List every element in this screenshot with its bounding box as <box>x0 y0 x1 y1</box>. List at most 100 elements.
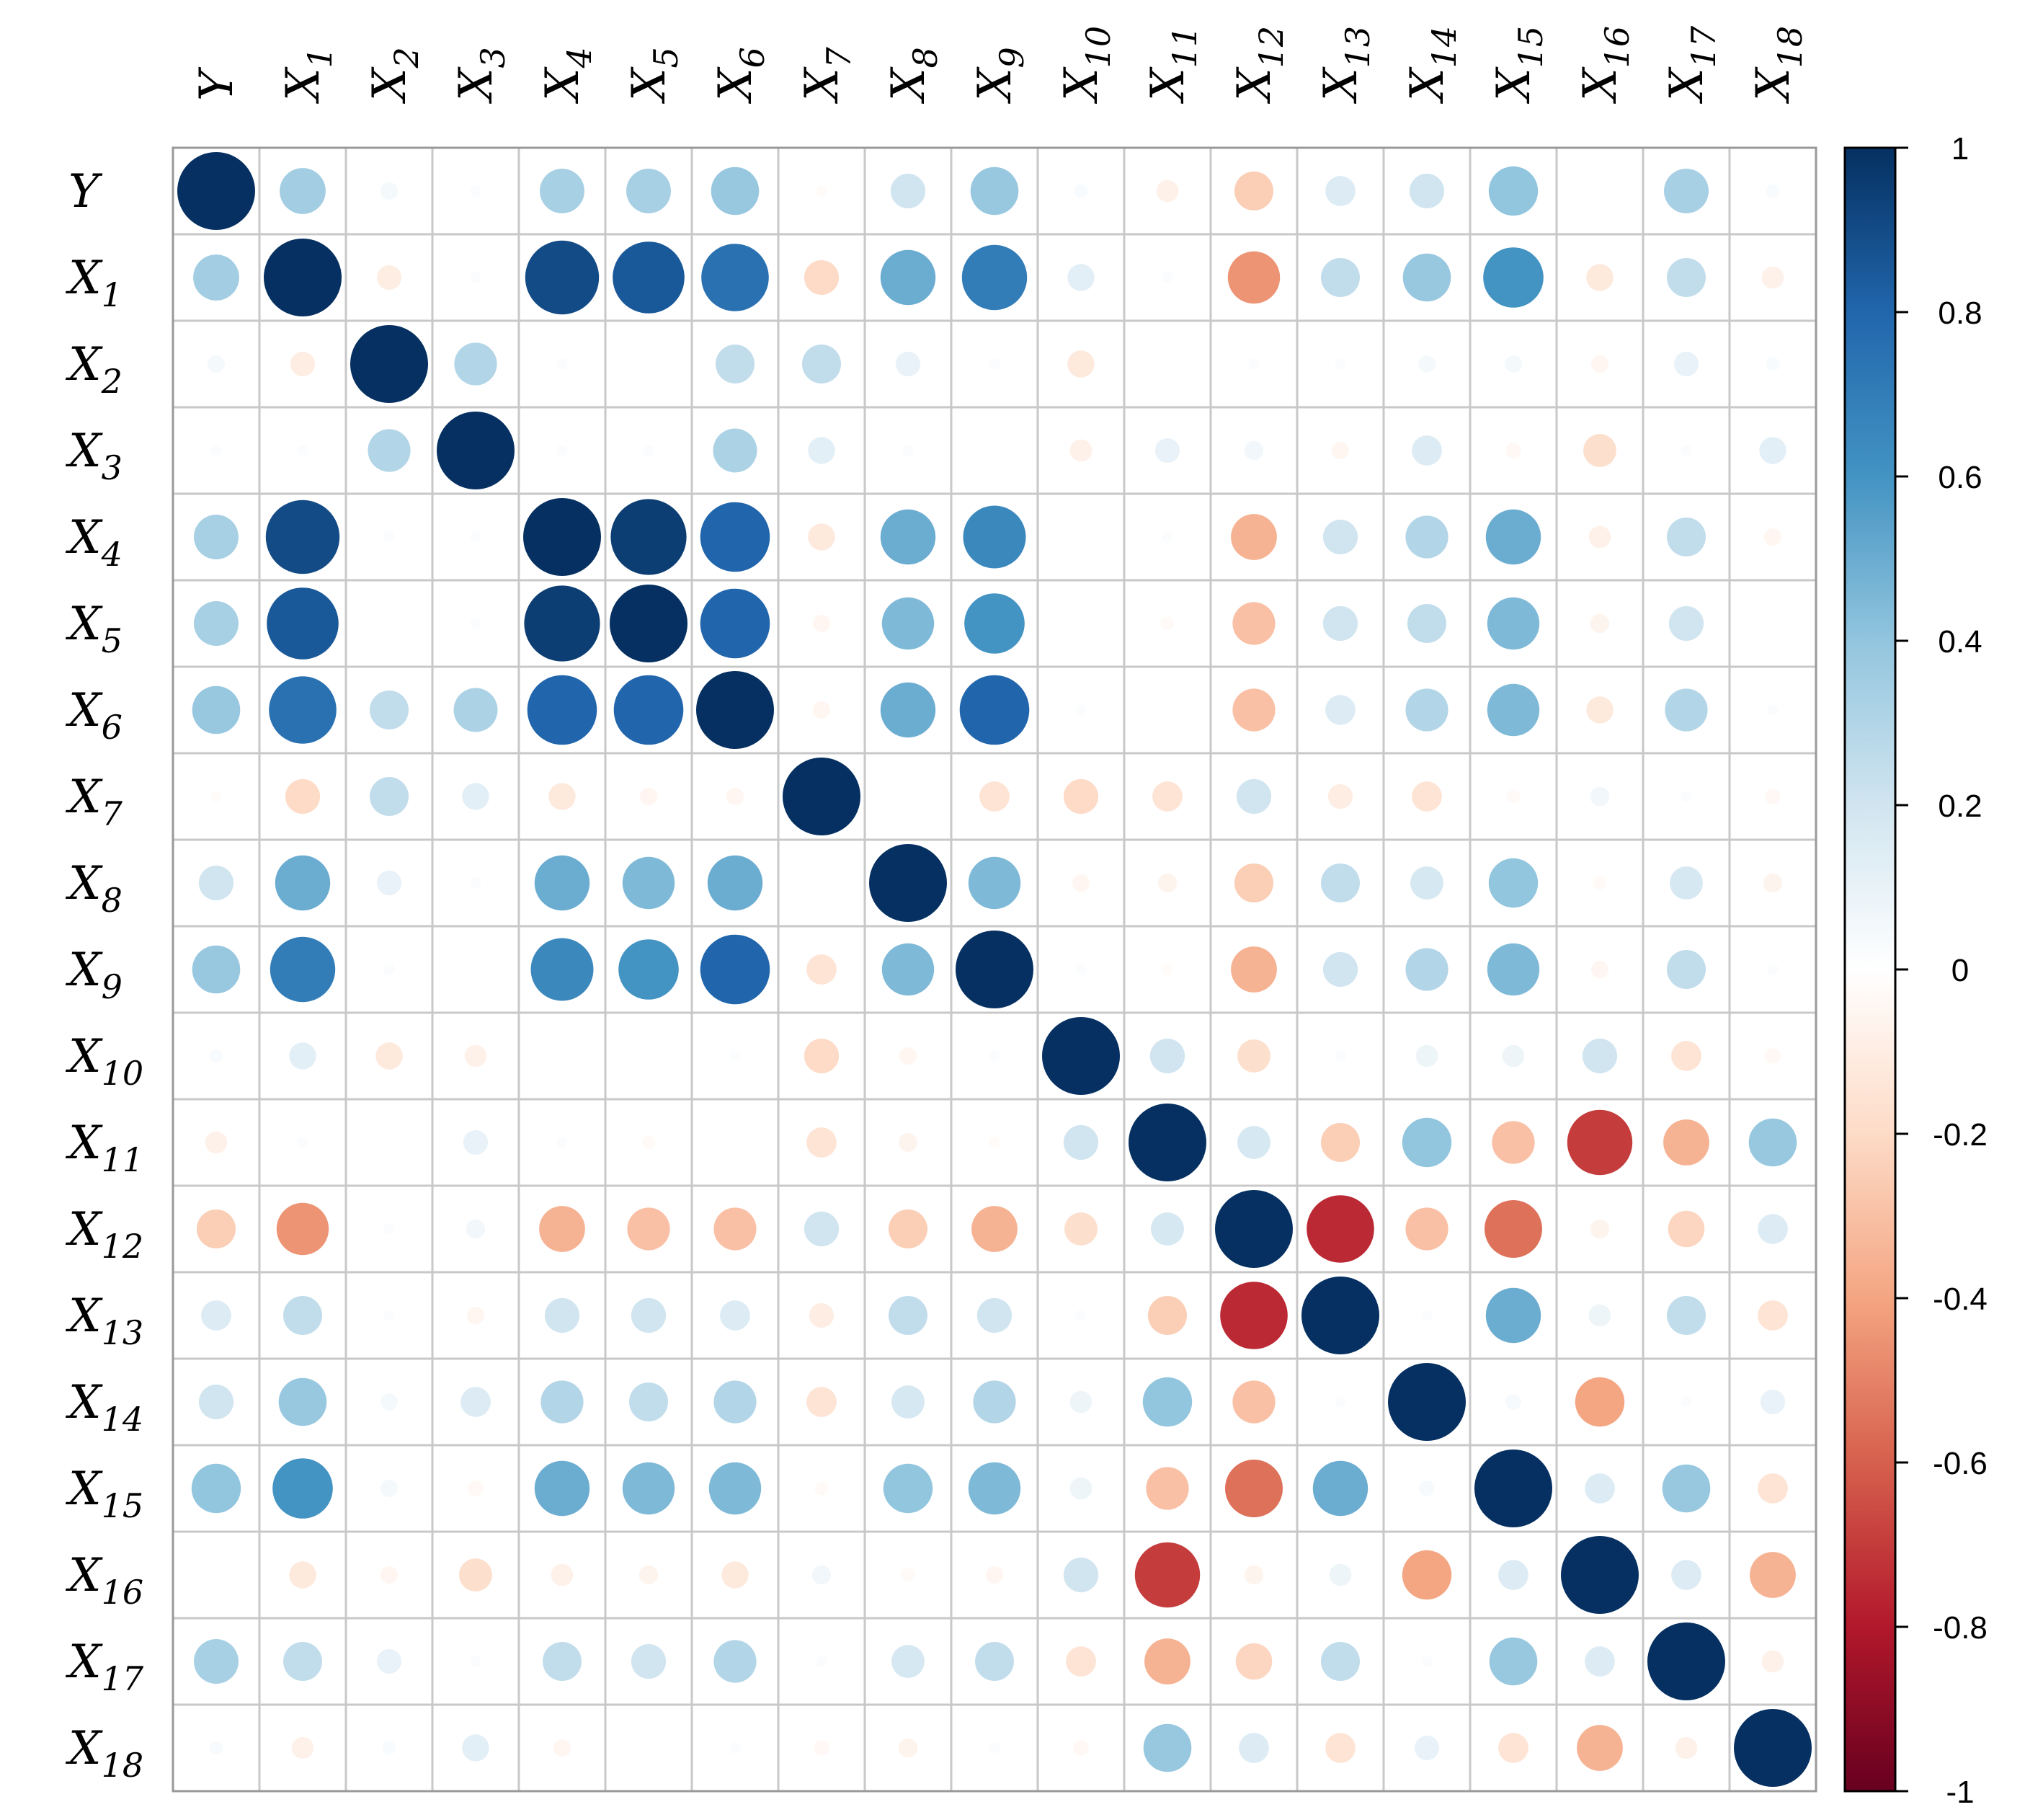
corr-circle-x5-x6 <box>700 588 770 659</box>
corr-circle-x1-x13 <box>1321 258 1360 297</box>
corr-circle-y-x15 <box>1488 166 1539 216</box>
corr-circle-x4-x6 <box>700 502 770 572</box>
corr-circle-x15-x7 <box>814 1481 829 1496</box>
corr-circle-x3-x14 <box>1412 435 1442 466</box>
corr-circle-x2-x13 <box>1335 358 1346 370</box>
column-label-x5: X5 <box>623 47 685 105</box>
corr-circle-x6-x16 <box>1586 696 1614 724</box>
corr-circle-x13-x5 <box>631 1297 667 1333</box>
row-labels: Y X1 X2 X3 X4 X5 X6 X7 X8 X9 X10 X11 X12 X13 X14 X15 X16… <box>65 165 144 1785</box>
corr-circle-x5-x11 <box>1160 616 1175 631</box>
corr-circle-x4-x18 <box>1763 528 1782 546</box>
corr-circle-x16-x3 <box>459 1558 492 1592</box>
corr-circle-x17-x6 <box>713 1640 757 1683</box>
corr-circle-x18-x3 <box>462 1734 489 1762</box>
corr-circle-x8-x4 <box>534 855 590 911</box>
corr-circle-x11-x16 <box>1567 1109 1633 1176</box>
row-label-x17: X17 <box>65 1635 144 1698</box>
corr-circle-x18-x10 <box>1073 1740 1089 1756</box>
corr-circle-y-x3 <box>470 185 481 197</box>
corr-circle-x18-x12 <box>1239 1733 1269 1763</box>
corr-circle-x14-x1 <box>278 1377 327 1426</box>
colorbar-tick-label: 0.6 <box>1938 460 1982 495</box>
corr-circle-x15-x3 <box>468 1481 484 1496</box>
corr-circle-x4-y <box>194 515 239 559</box>
corr-circle-x12-x8 <box>889 1209 927 1248</box>
corr-circle-x2-x4 <box>556 358 568 370</box>
corr-circle-x15-x18 <box>1758 1473 1788 1504</box>
row-label-y: Y <box>68 165 103 218</box>
corr-circle-x14-x3 <box>460 1387 491 1417</box>
corr-circle-x12-x16 <box>1590 1219 1610 1239</box>
corr-circle-x12-x3 <box>466 1219 486 1239</box>
corr-circle-x8-x5 <box>622 856 675 910</box>
corr-circle-x9-x14 <box>1405 948 1448 991</box>
corr-circle-x2-x17 <box>1673 351 1699 377</box>
corr-circle-x8-x8 <box>869 844 947 922</box>
corr-circle-x13-x15 <box>1485 1287 1541 1344</box>
corr-circle-x11-x12 <box>1237 1126 1270 1159</box>
corr-circle-x1-x3 <box>470 272 481 283</box>
row-label-x9: X9 <box>65 944 123 1006</box>
corr-circle-x3-x15 <box>1505 443 1521 458</box>
row-label-x15: X15 <box>65 1462 143 1525</box>
corr-circle-y-x12 <box>1234 172 1273 210</box>
corr-circle-x2-x10 <box>1067 350 1095 378</box>
colorbar-tick-label: 1 <box>1951 131 1969 167</box>
column-label-x2: X2 <box>363 47 426 105</box>
colorbar-tick-label: 0 <box>1951 953 1969 988</box>
corr-circle-x17-x17 <box>1647 1623 1725 1700</box>
corr-circle-x8-x10 <box>1072 874 1090 892</box>
corr-circle-y-x5 <box>626 169 671 213</box>
corr-circle-x13-x13 <box>1301 1277 1379 1354</box>
column-label-x14: X14 <box>1401 26 1464 105</box>
corr-circle-x18-x15 <box>1498 1733 1528 1763</box>
corr-circle-x1-x12 <box>1227 251 1281 304</box>
corr-circle-x10-x6 <box>729 1050 741 1062</box>
corr-circle-x8-x15 <box>1488 858 1539 908</box>
corr-circle-x9-x12 <box>1231 946 1277 993</box>
corr-circle-x1-x17 <box>1667 258 1706 297</box>
corr-circle-x13-x7 <box>809 1302 835 1328</box>
corr-circle-x11-x9 <box>989 1137 1000 1148</box>
corr-circle-y-x2 <box>380 182 399 200</box>
corr-circle-x9-x5 <box>618 939 679 1000</box>
corr-circle-x6-x7 <box>812 701 831 719</box>
corr-circle-x14-x2 <box>380 1393 399 1411</box>
corr-circle-x1-x6 <box>701 244 769 311</box>
row-label-x10: X10 <box>65 1030 143 1093</box>
corr-circle-x10-x18 <box>1765 1048 1781 1064</box>
corr-circle-x1-x14 <box>1402 253 1451 302</box>
corr-circle-x7-x3 <box>462 783 489 810</box>
corr-circle-x14-x11 <box>1142 1377 1193 1427</box>
corr-circle-x11-x18 <box>1748 1118 1797 1167</box>
corr-circle-x3-x12 <box>1244 440 1264 461</box>
corr-circle-x5-x17 <box>1668 605 1704 642</box>
corr-circle-x17-x1 <box>283 1642 322 1681</box>
corr-circle-x13-x6 <box>720 1300 750 1331</box>
corr-circle-x13-x16 <box>1588 1304 1611 1327</box>
corr-circle-y-x11 <box>1156 179 1179 203</box>
corr-circle-x13-x8 <box>889 1296 927 1335</box>
corr-circle-x5-x14 <box>1407 604 1446 643</box>
corr-circle-x11-x11 <box>1129 1104 1206 1181</box>
corr-circle-x6-x9 <box>959 675 1030 745</box>
corr-circle-x12-x15 <box>1485 1200 1542 1258</box>
corr-circle-x9-x1 <box>270 936 336 1003</box>
corr-circle-x4-x7 <box>808 523 835 551</box>
matrix-border <box>172 146 1817 1793</box>
corr-circle-y-x17 <box>1664 169 1709 213</box>
corr-circle-x9-x4 <box>530 938 594 1001</box>
corr-circle-x17-x16 <box>1585 1646 1615 1677</box>
corr-circle-x4-x16 <box>1588 525 1611 549</box>
corr-circle-x3-x11 <box>1154 438 1180 463</box>
corr-circle-x12-x18 <box>1758 1214 1788 1244</box>
corr-circle-x15-x16 <box>1585 1473 1615 1504</box>
corr-circle-x16-x14 <box>1402 1550 1452 1600</box>
row-label-x6: X6 <box>65 684 123 747</box>
corr-circle-x3-x4 <box>556 445 568 456</box>
corr-circle-x9-x16 <box>1590 960 1609 979</box>
corr-circle-x16-x10 <box>1063 1557 1099 1593</box>
corr-circle-x5-x5 <box>610 585 687 662</box>
corr-circle-x15-x9 <box>968 1462 1021 1515</box>
